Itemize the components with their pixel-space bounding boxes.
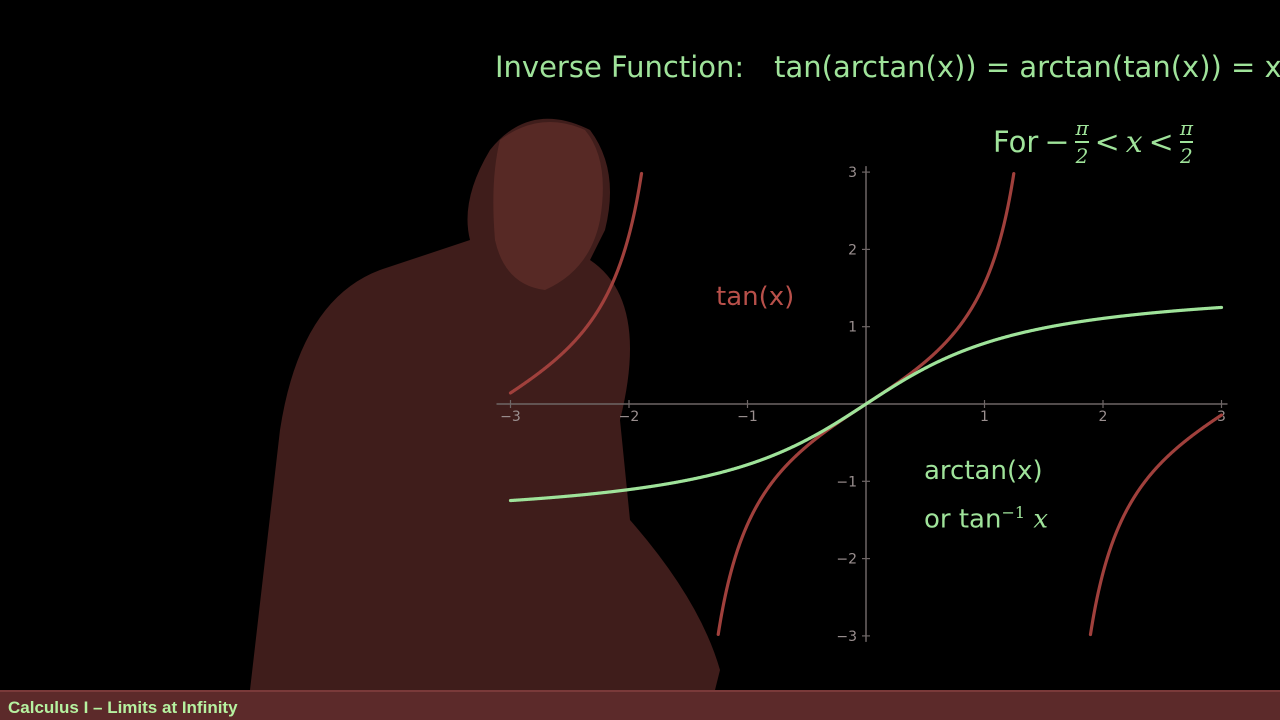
arctan-label-line2: or tan−1 x	[924, 492, 1048, 541]
frac-den: 2	[1075, 144, 1089, 168]
y-tick-label: −2	[836, 552, 857, 568]
arctan-curve-label: arctan(x) or tan−1 x	[924, 450, 1048, 541]
course-title: Calculus I – Limits at Infinity	[8, 698, 238, 717]
pi-over-2-left: π 2	[1075, 116, 1089, 168]
x-tick-label: −2	[619, 409, 640, 425]
arctan-curve-branch-1	[508, 305, 1224, 503]
y-tick-label: 3	[848, 165, 857, 181]
arctan-variable: x	[1033, 504, 1048, 535]
frac-num: π	[1179, 116, 1193, 140]
frac-den: 2	[1180, 144, 1193, 168]
frac-bar	[1179, 141, 1193, 143]
x-tick-label: 3	[1217, 409, 1226, 425]
tan-curve-branch-1	[508, 171, 644, 395]
inverse-exponent: −1	[1001, 503, 1026, 522]
x-tick-label: −1	[737, 409, 758, 425]
presenter-silhouette	[250, 118, 720, 690]
y-tick-label: 1	[848, 320, 857, 336]
x-tick-label: 2	[1099, 409, 1108, 425]
arctan-label-line1: arctan(x)	[924, 456, 1043, 486]
frac-num: π	[1075, 116, 1089, 140]
pi-over-2-right: π 2	[1179, 116, 1193, 168]
inverse-identity: tan(arctan(x)) = arctan(tan(x)) = x	[774, 50, 1280, 84]
y-tick-label: 2	[848, 242, 857, 258]
tan-curve-label: tan(x)	[716, 282, 795, 312]
minus-sign: −	[1044, 124, 1070, 160]
inverse-function-label: Inverse Function:	[495, 50, 745, 84]
domain-variable: x	[1125, 124, 1143, 160]
less-than-1: <	[1094, 124, 1120, 160]
course-footer: Calculus I – Limits at Infinity	[0, 690, 1280, 720]
inverse-function-heading: Inverse Function: tan(arctan(x)) = arctan…	[495, 50, 1280, 84]
tan-inverse-text: or tan	[924, 504, 1002, 535]
tan-curve-branch-3	[1088, 413, 1224, 637]
domain-for: For	[993, 125, 1039, 159]
y-tick-label: −3	[836, 629, 857, 645]
y-tick-label: −1	[836, 474, 857, 490]
x-tick-label: 1	[980, 409, 989, 425]
frac-bar	[1075, 141, 1089, 143]
less-than-2: <	[1148, 124, 1174, 160]
domain-condition: For − π 2 < x < π 2	[993, 110, 1193, 174]
x-tick-label: −3	[500, 409, 521, 425]
